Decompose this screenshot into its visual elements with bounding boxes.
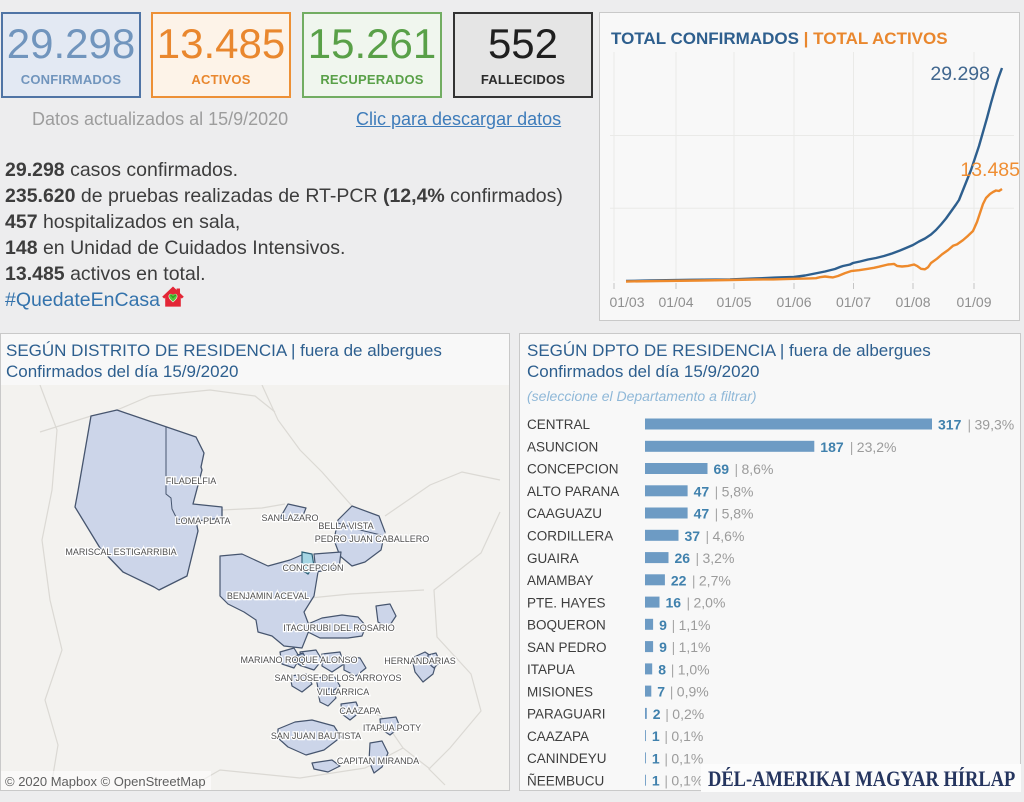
svg-text:187: 187	[820, 439, 844, 455]
svg-text:CANINDEYU: CANINDEYU	[527, 751, 607, 766]
svg-text:8,6%: 8,6%	[742, 461, 774, 477]
svg-text:|: |	[672, 639, 676, 655]
svg-text:16: 16	[666, 595, 682, 611]
svg-text:1: 1	[652, 750, 660, 766]
svg-text:8: 8	[658, 661, 666, 677]
svg-text:|: |	[665, 706, 669, 722]
svg-text:01/06: 01/06	[776, 294, 811, 310]
svg-text:ALTO PARANA: ALTO PARANA	[527, 484, 619, 499]
svg-text:|: |	[715, 483, 719, 499]
svg-text:9: 9	[659, 639, 667, 655]
svg-text:0,1%: 0,1%	[671, 750, 703, 766]
svg-text:0,2%: 0,2%	[672, 706, 704, 722]
svg-text:LOMA PLATA: LOMA PLATA	[176, 516, 231, 526]
svg-text:22: 22	[671, 572, 687, 588]
svg-text:VILLARRICA: VILLARRICA	[317, 687, 370, 697]
svg-text:SAN LAZARO: SAN LAZARO	[261, 513, 318, 523]
svg-text:HERNANDARIAS: HERNANDARIAS	[384, 656, 456, 666]
svg-text:CENTRAL: CENTRAL	[527, 417, 591, 432]
svg-text:1,0%: 1,0%	[678, 661, 710, 677]
svg-text:ITAPUA: ITAPUA	[527, 662, 575, 677]
svg-text:CONCEPCION: CONCEPCION	[527, 462, 619, 477]
svg-text:4,6%: 4,6%	[713, 528, 745, 544]
svg-text:© 2020 Mapbox © OpenStreetMap: © 2020 Mapbox © OpenStreetMap	[5, 774, 206, 789]
svg-text:|: |	[664, 728, 668, 744]
svg-text:CONCEPCIÓN: CONCEPCIÓN	[282, 563, 343, 573]
svg-text:2,0%: 2,0%	[694, 595, 726, 611]
svg-text:0,9%: 0,9%	[677, 684, 709, 700]
svg-text:|: |	[850, 439, 854, 455]
svg-text:|: |	[672, 617, 676, 633]
svg-text:01/04: 01/04	[658, 294, 693, 310]
svg-text:|: |	[670, 684, 674, 700]
svg-text:|: |	[687, 595, 691, 611]
svg-text:ITACURUBI DEL ROSARIO: ITACURUBI DEL ROSARIO	[283, 623, 395, 633]
svg-text:CAAZAPA: CAAZAPA	[527, 729, 589, 744]
svg-text:01/03: 01/03	[609, 294, 644, 310]
svg-text:3,2%: 3,2%	[703, 550, 735, 566]
svg-text:ITAPUA POTY: ITAPUA POTY	[363, 723, 421, 733]
svg-text:37: 37	[685, 528, 701, 544]
svg-text:23,2%: 23,2%	[857, 439, 897, 455]
svg-text:1: 1	[652, 773, 660, 789]
svg-text:1,1%: 1,1%	[679, 617, 711, 633]
svg-text:47: 47	[694, 506, 710, 522]
svg-text:|: |	[671, 661, 675, 677]
svg-text:|: |	[715, 506, 719, 522]
svg-text:|: |	[664, 773, 668, 789]
svg-text:01/09: 01/09	[956, 294, 991, 310]
svg-text:39,3%: 39,3%	[975, 417, 1015, 433]
svg-text:|: |	[692, 572, 696, 588]
svg-text:2: 2	[653, 706, 661, 722]
svg-text:5,8%: 5,8%	[722, 506, 754, 522]
svg-text:BOQUERON: BOQUERON	[527, 618, 606, 633]
svg-text:01/07: 01/07	[836, 294, 871, 310]
svg-text:|: |	[664, 750, 668, 766]
svg-text:PTE. HAYES: PTE. HAYES	[527, 595, 606, 610]
svg-text:AMAMBAY: AMAMBAY	[527, 573, 594, 588]
svg-text:BENJAMIN ACEVAL: BENJAMIN ACEVAL	[227, 591, 309, 601]
svg-text:BELLA VISTA: BELLA VISTA	[318, 521, 373, 531]
svg-text:9: 9	[659, 617, 667, 633]
svg-text:1,1%: 1,1%	[679, 639, 711, 655]
svg-text:5,8%: 5,8%	[722, 483, 754, 499]
svg-text:GUAIRA: GUAIRA	[527, 551, 579, 566]
svg-text:|: |	[968, 417, 972, 433]
svg-text:|: |	[696, 550, 700, 566]
svg-text:01/08: 01/08	[895, 294, 930, 310]
svg-text:CORDILLERA: CORDILLERA	[527, 529, 613, 544]
svg-text:MARISCAL ESTIGARRIBIA: MARISCAL ESTIGARRIBIA	[65, 547, 176, 557]
svg-text:SAN JUAN BAUTISTA: SAN JUAN BAUTISTA	[271, 731, 361, 741]
svg-text:317: 317	[938, 417, 962, 433]
svg-text:29.298: 29.298	[930, 63, 990, 85]
svg-text:SAN JOSE DE LOS ARROYOS: SAN JOSE DE LOS ARROYOS	[274, 673, 401, 683]
svg-text:0,1%: 0,1%	[671, 773, 703, 789]
svg-text:ÑEEMBUCU: ÑEEMBUCU	[527, 773, 604, 788]
svg-text:|: |	[735, 461, 739, 477]
svg-text:1: 1	[652, 728, 660, 744]
svg-text:26: 26	[675, 550, 691, 566]
svg-text:CAAGUAZU: CAAGUAZU	[527, 506, 602, 521]
svg-text:2,7%: 2,7%	[699, 572, 731, 588]
svg-text:69: 69	[714, 461, 730, 477]
svg-text:13.485: 13.485	[960, 159, 1020, 181]
svg-text:MISIONES: MISIONES	[527, 684, 593, 699]
svg-text:7: 7	[657, 684, 665, 700]
svg-text:47: 47	[694, 483, 710, 499]
svg-text:PEDRO JUAN CABALLERO: PEDRO JUAN CABALLERO	[315, 534, 430, 544]
svg-text:MARIANO ROQUE ALONSO: MARIANO ROQUE ALONSO	[240, 655, 357, 665]
svg-text:CAAZAPA: CAAZAPA	[339, 706, 380, 716]
svg-text:|: |	[706, 528, 710, 544]
svg-text:SAN PEDRO: SAN PEDRO	[527, 640, 607, 655]
svg-text:FILADELFIA: FILADELFIA	[166, 476, 217, 486]
svg-text:CAPITAN MIRANDA: CAPITAN MIRANDA	[337, 756, 419, 766]
svg-text:PARAGUARI: PARAGUARI	[527, 707, 606, 722]
svg-text:0,1%: 0,1%	[671, 728, 703, 744]
svg-text:01/05: 01/05	[716, 294, 751, 310]
svg-text:ASUNCION: ASUNCION	[527, 440, 598, 455]
